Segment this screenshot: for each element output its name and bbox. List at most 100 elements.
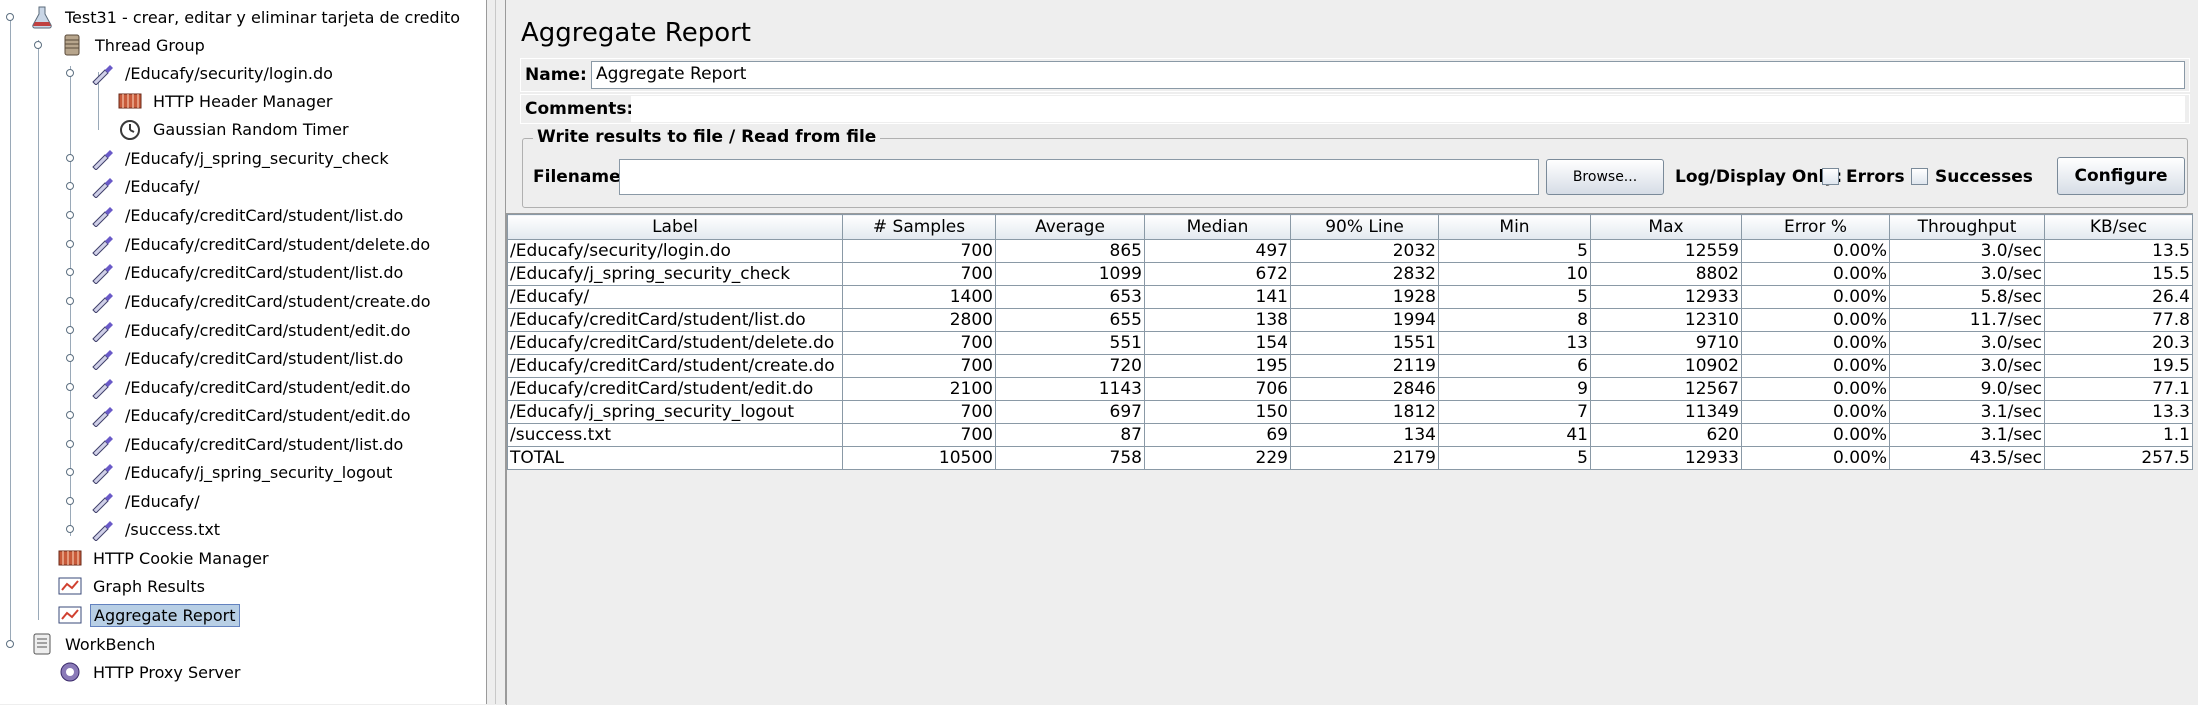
listener-icon <box>56 573 84 599</box>
column-header[interactable]: # Samples <box>842 214 996 240</box>
tree-node-workbench[interactable]: WorkBench <box>0 631 158 657</box>
expand-handle[interactable] <box>66 69 74 77</box>
errors-checkbox[interactable] <box>1822 168 1839 185</box>
table-row[interactable]: /Educafy/j_spring_security_logout 700 697 1… <box>507 400 2193 424</box>
column-header[interactable]: Median <box>1144 214 1291 240</box>
table-cell: TOTAL <box>507 446 843 470</box>
column-header[interactable]: Average <box>995 214 1145 240</box>
table-cell: 0.00% <box>1741 262 1890 286</box>
expand-handle[interactable] <box>66 182 74 190</box>
expand-handle[interactable] <box>66 154 74 162</box>
expand-handle[interactable] <box>66 297 74 305</box>
expand-handle[interactable] <box>66 240 74 248</box>
expand-handle[interactable] <box>66 411 74 419</box>
tree-node-sampler[interactable]: /Educafy/ <box>60 488 203 514</box>
tree-node-label: Gaussian Random Timer <box>153 119 349 139</box>
expand-handle[interactable] <box>6 13 14 21</box>
table-cell: 1.1 <box>2044 423 2193 447</box>
expand-handle[interactable] <box>66 440 74 448</box>
table-row[interactable]: /success.txt 700 87 69 134 41 620 0.00% 3.1/sec 1… <box>507 423 2193 447</box>
tree-node-timer[interactable]: Gaussian Random Timer <box>88 116 352 142</box>
table-cell: 5.8/sec <box>1889 285 2045 309</box>
tree-node-sampler[interactable]: /Educafy/creditCard/student/edit.do <box>60 374 413 400</box>
column-header[interactable]: Min <box>1438 214 1591 240</box>
tree-node-proxy-server[interactable]: HTTP Proxy Server <box>30 659 243 685</box>
comments-row: Comments: <box>520 94 2190 124</box>
table-cell: 0.00% <box>1741 285 1890 309</box>
table-row[interactable]: /Educafy/creditCard/student/edit.do 2100 1… <box>507 377 2193 401</box>
table-row[interactable]: /Educafy/1400 653 141 1928 5 12933 0.00% 5.8/se… <box>507 285 2193 309</box>
tree-node-sampler[interactable]: /Educafy/creditCard/student/create.do <box>60 288 434 314</box>
log-display-label: Log/Display Only: <box>1675 167 1843 187</box>
tree-node-sampler[interactable]: /Educafy/creditCard/student/list.do <box>60 259 406 285</box>
column-header[interactable]: Max <box>1590 214 1742 240</box>
tree-node-sampler[interactable]: /Educafy/creditCard/student/edit.do <box>60 317 413 343</box>
table-cell: 1099 <box>995 262 1145 286</box>
expand-handle[interactable] <box>66 383 74 391</box>
table-cell: 0.00% <box>1741 239 1890 263</box>
table-cell: /Educafy/creditCard/student/create.do <box>507 354 843 378</box>
expand-handle[interactable] <box>6 640 14 648</box>
pipette-icon <box>88 488 116 514</box>
expand-handle[interactable] <box>66 497 74 505</box>
tree-node-sampler[interactable]: /Educafy/ <box>60 173 203 199</box>
tree-node-sampler[interactable]: /Educafy/creditCard/student/edit.do <box>60 402 413 428</box>
filename-input[interactable] <box>619 159 1539 195</box>
pipette-icon <box>88 317 116 343</box>
successes-checkbox[interactable] <box>1911 168 1928 185</box>
configure-button[interactable]: Configure <box>2057 157 2185 195</box>
table-cell: 2032 <box>1290 239 1439 263</box>
table-row[interactable]: /Educafy/creditCard/student/create.do 700… <box>507 354 2193 378</box>
pipette-icon <box>88 459 116 485</box>
comments-field[interactable] <box>631 96 2185 122</box>
test-plan-tree[interactable]: Test31 - crear, editar y eliminar tarjet… <box>0 0 486 704</box>
table-row[interactable]: /Educafy/creditCard/student/list.do 2800 6… <box>507 308 2193 332</box>
expand-handle[interactable] <box>66 211 74 219</box>
expand-handle[interactable] <box>66 326 74 334</box>
expand-handle[interactable] <box>66 468 74 476</box>
table-cell: 3.1/sec <box>1889 423 2045 447</box>
expand-handle[interactable] <box>66 268 74 276</box>
tree-node-sampler[interactable]: /Educafy/creditCard/student/list.do <box>60 202 406 228</box>
column-header[interactable]: 90% Line <box>1290 214 1439 240</box>
expand-handle[interactable] <box>34 41 42 49</box>
tree-node-sampler[interactable]: /Educafy/creditCard/student/delete.do <box>60 231 433 257</box>
expand-handle[interactable] <box>66 525 74 533</box>
column-header[interactable]: Label <box>507 214 843 240</box>
tree-node-sampler[interactable]: /success.txt <box>60 516 223 542</box>
table-cell: 77.1 <box>2044 377 2193 401</box>
tree-node-sampler[interactable]: /Educafy/j_spring_security_check <box>60 145 392 171</box>
tree-node-sampler[interactable]: /Educafy/creditCard/student/list.do <box>60 431 406 457</box>
tree-node-sampler[interactable]: /Educafy/creditCard/student/list.do <box>60 345 406 371</box>
table-row[interactable]: /Educafy/creditCard/student/delete.do 700… <box>507 331 2193 355</box>
tree-node-sampler[interactable]: /Educafy/security/login.do <box>60 60 336 86</box>
pipette-icon <box>88 145 116 171</box>
table-cell: 720 <box>995 354 1145 378</box>
table-cell: 11349 <box>1590 400 1742 424</box>
tree-node-sampler[interactable]: /Educafy/j_spring_security_logout <box>60 459 395 485</box>
file-group: Write results to file / Read from file F… <box>522 127 2188 208</box>
name-field[interactable]: Aggregate Report <box>591 61 2185 89</box>
tree-node-test-plan[interactable]: Test31 - crear, editar y eliminar tarjet… <box>0 4 463 30</box>
tree-node-aggregate-report[interactable]: Aggregate Report <box>30 602 240 628</box>
column-header[interactable]: KB/sec <box>2044 214 2193 240</box>
browse-button[interactable]: Browse... <box>1546 159 1664 195</box>
expand-handle[interactable] <box>66 354 74 362</box>
table-cell: 706 <box>1144 377 1291 401</box>
tree-node-cookie-manager[interactable]: HTTP Cookie Manager <box>30 545 272 571</box>
table-total-row[interactable]: TOTAL 10500 758 229 2179 5 12933 0.00% 43.5/sec 2… <box>507 446 2193 470</box>
table-cell: 257.5 <box>2044 446 2193 470</box>
table-row[interactable]: /Educafy/security/login.do 700 865 497 2032 5… <box>507 239 2193 263</box>
table-cell: 700 <box>842 423 996 447</box>
split-pane-divider[interactable] <box>486 0 506 704</box>
tree-node-thread-group[interactable]: Thread Group <box>30 32 208 58</box>
results-table-container[interactable]: Label # Samples Average Median 90% Line … <box>506 213 2193 705</box>
table-cell: 195 <box>1144 354 1291 378</box>
tree-node-graph-results[interactable]: Graph Results <box>30 573 208 599</box>
table-cell: 141 <box>1144 285 1291 309</box>
tree-node-header-manager[interactable]: HTTP Header Manager <box>88 88 336 114</box>
table-row[interactable]: /Educafy/j_spring_security_check 700 1099 6… <box>507 262 2193 286</box>
table-cell: 0.00% <box>1741 400 1890 424</box>
column-header[interactable]: Error % <box>1741 214 1890 240</box>
column-header[interactable]: Throughput <box>1889 214 2045 240</box>
